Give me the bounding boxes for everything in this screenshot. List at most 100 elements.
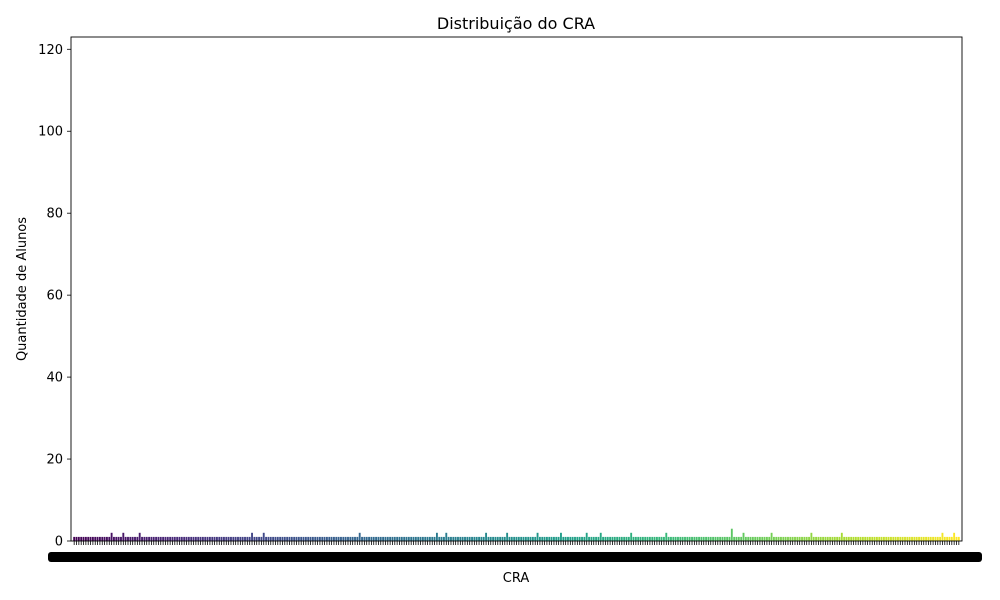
- bar: [695, 536, 698, 541]
- bar: [737, 536, 740, 541]
- bar: [450, 536, 452, 541]
- bar: [487, 536, 490, 541]
- bar: [113, 536, 115, 541]
- bar: [613, 536, 616, 541]
- y-tick-label: 100: [38, 125, 63, 140]
- bar: [599, 532, 602, 541]
- bar: [290, 536, 293, 541]
- bar: [782, 536, 785, 541]
- bar: [602, 536, 605, 541]
- bar: [318, 536, 321, 541]
- bar: [115, 536, 118, 541]
- bar: [868, 536, 871, 541]
- bar: [803, 536, 806, 541]
- bar: [847, 536, 850, 541]
- bar: [808, 536, 810, 541]
- bar: [597, 536, 600, 541]
- bar: [826, 536, 829, 541]
- y-axis-label: Quantidade de Alunos: [15, 217, 30, 361]
- bar: [744, 536, 747, 541]
- bar: [604, 536, 607, 541]
- bar: [485, 532, 488, 541]
- bar: [522, 536, 525, 541]
- bar: [77, 536, 80, 541]
- bar: [375, 536, 378, 541]
- bar: [658, 536, 661, 541]
- bar: [751, 536, 754, 541]
- bar: [178, 536, 181, 541]
- bar: [698, 536, 700, 541]
- bar: [255, 536, 258, 541]
- bar: [627, 536, 630, 541]
- bar: [466, 536, 469, 541]
- bar: [843, 536, 846, 541]
- bar: [129, 536, 132, 541]
- bar: [185, 536, 188, 541]
- bar: [382, 536, 385, 541]
- bar: [260, 536, 263, 541]
- bar: [719, 536, 722, 541]
- bar: [911, 536, 913, 541]
- bar: [98, 536, 101, 541]
- bar: [459, 536, 462, 541]
- bar: [150, 536, 153, 541]
- bar: [688, 536, 691, 541]
- bar: [887, 536, 890, 541]
- bar: [417, 536, 420, 541]
- bar: [159, 536, 162, 541]
- bar: [728, 536, 731, 541]
- bar: [583, 536, 586, 541]
- bar: [234, 536, 237, 541]
- bar: [73, 536, 76, 541]
- bar: [798, 536, 801, 541]
- bar: [407, 536, 410, 541]
- bar: [300, 536, 303, 541]
- bar: [199, 536, 202, 541]
- bar: [396, 536, 399, 541]
- bar: [368, 536, 370, 541]
- bar: [653, 536, 656, 541]
- bar: [201, 536, 204, 541]
- x-axis-ticks: [48, 541, 982, 562]
- bar: [499, 536, 502, 541]
- bar: [131, 536, 134, 541]
- bar: [574, 536, 576, 541]
- bar: [686, 536, 689, 541]
- bar: [810, 532, 813, 541]
- bar: [244, 536, 246, 541]
- bar: [824, 536, 827, 541]
- bar: [950, 536, 953, 541]
- bar: [398, 536, 401, 541]
- bar: [815, 536, 817, 541]
- bar: [358, 532, 361, 541]
- bar: [796, 536, 799, 541]
- bar: [276, 536, 279, 541]
- bar: [536, 532, 539, 541]
- bar: [171, 536, 174, 541]
- bar: [510, 536, 513, 541]
- bar: [454, 536, 457, 541]
- bar: [314, 536, 317, 541]
- bar: [265, 536, 268, 541]
- bar: [283, 536, 286, 541]
- bar: [805, 536, 808, 541]
- bar: [665, 532, 668, 541]
- bar: [267, 536, 270, 541]
- bar: [421, 536, 424, 541]
- bar: [269, 536, 272, 541]
- bar: [639, 536, 642, 541]
- bar: [227, 536, 230, 541]
- bar: [148, 536, 150, 541]
- bar: [630, 532, 633, 541]
- bar: [660, 536, 663, 541]
- bar: [410, 536, 413, 541]
- bar: [789, 536, 792, 541]
- bar: [712, 536, 715, 541]
- bar: [527, 536, 530, 541]
- bar: [414, 536, 417, 541]
- bar: [166, 536, 169, 541]
- bar: [812, 536, 815, 541]
- bar: [897, 536, 899, 541]
- bar: [838, 536, 841, 541]
- bar: [106, 536, 108, 541]
